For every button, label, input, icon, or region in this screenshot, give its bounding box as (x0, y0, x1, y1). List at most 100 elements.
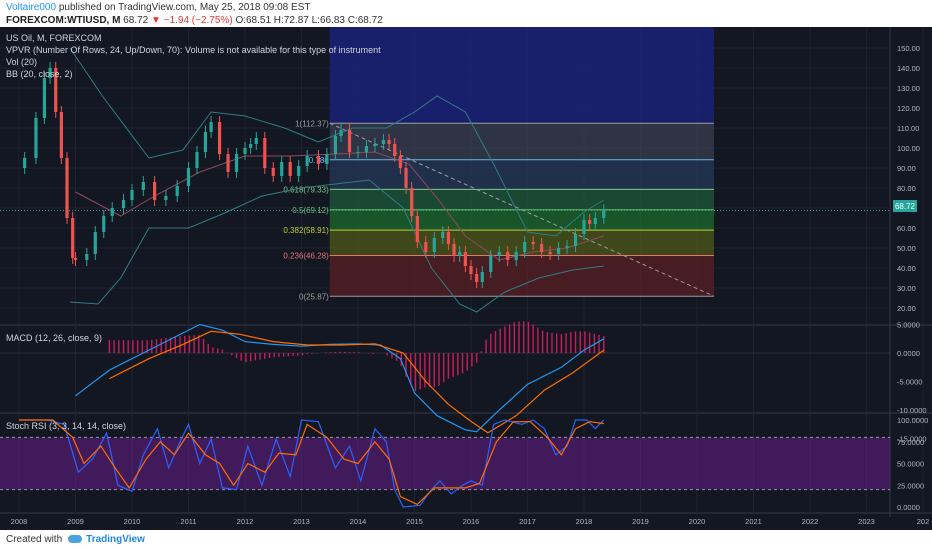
stoch-tick-label: 0.0000 (897, 503, 920, 512)
candle-body (65, 158, 69, 218)
y-tick-label: 120.00 (897, 104, 920, 113)
y-tick-label: 50.00 (897, 244, 916, 253)
x-tick-label: 2010 (124, 517, 141, 526)
bb-lower-line (69, 179, 604, 313)
candle-body (565, 246, 569, 248)
candle-body (195, 152, 199, 168)
candle-body (540, 244, 544, 252)
candle-body (209, 122, 213, 132)
bb-upper-line (69, 47, 605, 237)
stoch-tick-label: 75.0000 (897, 438, 924, 447)
candle-body (424, 242, 428, 252)
last-price: 68.72 (123, 15, 149, 26)
macd-tick-label: 5.0000 (897, 321, 920, 330)
y-tick-label: 60.00 (897, 224, 916, 233)
x-tick-label: 2022 (802, 517, 819, 526)
published-text: published on TradingView.com, May 25, 20… (56, 2, 311, 13)
y-tick-label: 110.00 (897, 124, 919, 133)
stoch-band (0, 437, 890, 490)
candle-body (593, 218, 597, 224)
candle-body (254, 138, 258, 144)
fib-retracement[interactable]: 1(112.37)0.7860.618(79.33)0.5(69.12)0.38… (0, 27, 890, 301)
candle-body (387, 140, 391, 144)
candle-body (186, 168, 191, 186)
macd-tick-label: -15.0000 (897, 435, 927, 444)
candle-body (73, 258, 78, 260)
candle-body (506, 252, 510, 260)
candle-body (217, 122, 222, 154)
chart-area[interactable]: 1(112.37)0.7860.618(79.33)0.5(69.12)0.38… (0, 27, 932, 530)
candle-body (588, 220, 592, 224)
fib-level-label: 0.5(69.12) (292, 206, 329, 215)
candle-body (175, 186, 179, 196)
candle-body (523, 242, 527, 252)
chart-svg[interactable]: 1(112.37)0.7860.618(79.33)0.5(69.12)0.38… (0, 27, 932, 530)
candle-body (325, 154, 329, 164)
candle-body (514, 252, 518, 260)
legend-stoch: Stoch RSI (3, 3, 14, 14, close) (6, 421, 126, 431)
axes: 2008 2009 2010 2011 2012 2013 2014 2015 2016 2017… (11, 44, 930, 526)
candle-body (141, 182, 145, 190)
candle-body (415, 216, 419, 242)
created-with-text: Created with (6, 534, 63, 545)
candle-body (48, 68, 52, 78)
candle-body (548, 252, 552, 254)
candle-body (432, 238, 436, 252)
candle-body (153, 182, 157, 200)
candle-body (441, 232, 445, 238)
x-tick-label: 2013 (293, 517, 310, 526)
legend-macd: MACD (12, 26, close, 9) (6, 333, 102, 343)
y-tick-label: 40.00 (897, 264, 916, 273)
author-link[interactable]: Voltaire000 (6, 2, 57, 13)
price-tag-box (893, 200, 917, 212)
candle-body (85, 254, 89, 260)
candle-body (54, 68, 58, 112)
price-series (23, 47, 606, 313)
candle-body (280, 162, 284, 176)
fib-band (329, 189, 714, 210)
fib-band (329, 255, 714, 297)
symbol-line: FOREXCOM:WTIUSD, M 68.72 ▼ −1.94 (−2.75%… (6, 15, 383, 26)
x-tick-label: 2011 (180, 517, 196, 526)
candle-body (463, 252, 467, 266)
candle-body (102, 216, 106, 232)
candle-body (364, 146, 369, 152)
y-tick-label: 90.00 (897, 164, 916, 173)
fib-band (329, 123, 714, 160)
legend-vol: Vol (20) (6, 57, 37, 67)
x-tick-label: 202 (917, 517, 930, 526)
x-tick-label: 2018 (576, 517, 593, 526)
candle-body (121, 200, 126, 208)
y-tick-label: 80.00 (897, 184, 916, 193)
macd-tick-label: -10.0000 (897, 406, 927, 415)
signal-line (109, 330, 605, 434)
footer-line: Created with TradingView (6, 534, 145, 545)
x-tick-label: 2023 (858, 517, 875, 526)
fib-level-label: 0.236(46.28) (283, 251, 329, 260)
candle-body (71, 218, 75, 258)
candle-body (446, 232, 450, 244)
stoch-tick-label: 100.0000 (897, 416, 928, 425)
ohlc-values: O:68.51 H:72.87 L:66.83 C:68.72 (235, 15, 383, 26)
y-tick-label: 30.00 (897, 284, 916, 293)
stoch-tick-label: 50.0000 (897, 460, 924, 469)
candle-body (288, 162, 292, 176)
x-tick-label: 2020 (689, 517, 706, 526)
tradingview-brand[interactable]: TradingView (86, 534, 145, 545)
fib-level-label: 1(112.37) (295, 119, 329, 128)
fib-band (329, 159, 714, 190)
candle-body (234, 154, 239, 172)
candle-body (469, 266, 473, 274)
candle-body (398, 156, 402, 168)
candle-body (59, 112, 63, 158)
y-tick-label: 20.00 (897, 304, 916, 313)
legend-vpvr: VPVR (Number Of Rows, 24, Up/Down, 70): … (6, 45, 381, 55)
candle-body (582, 220, 586, 234)
candle-body (164, 196, 168, 200)
candle-body (497, 252, 501, 256)
macd-tick-label: 0.0000 (897, 349, 920, 358)
candle-body (243, 148, 247, 154)
fib-level-label: 0(25.87) (299, 292, 329, 301)
candle-body (475, 274, 479, 282)
y-tick-label: 130.00 (897, 84, 920, 93)
